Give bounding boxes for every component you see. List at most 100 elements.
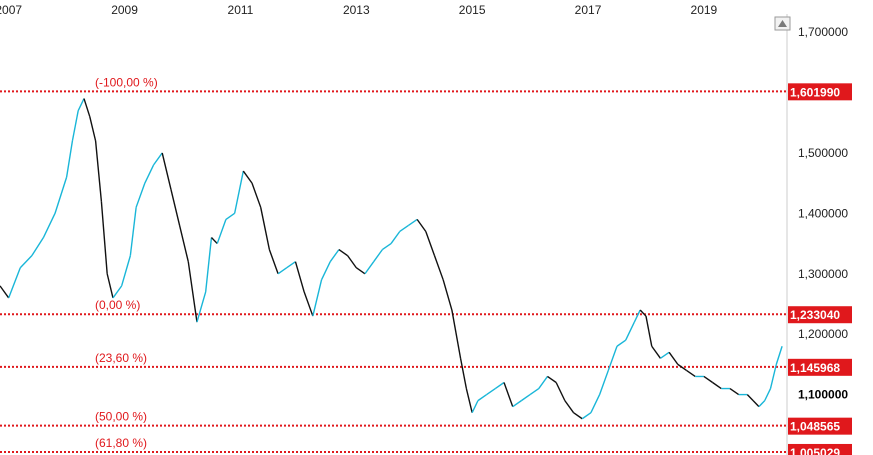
price-segment — [465, 388, 473, 413]
fibonacci-levels: (-100,00 %) (0,00 %) (23,60 %) (50,00 %) (61… — [0, 75, 787, 453]
price-segment — [590, 394, 601, 414]
fib-level-label: (61,80 %) — [95, 436, 147, 450]
price-segment — [204, 237, 213, 292]
price-segment — [442, 279, 453, 311]
price-segment — [152, 152, 163, 166]
price-segment — [251, 182, 262, 208]
price-segment — [512, 400, 522, 408]
price-segment — [616, 339, 627, 347]
price-segment — [210, 237, 218, 245]
price-segment — [83, 98, 91, 117]
y-tick-label: 1,100000 — [798, 388, 848, 402]
price-segment — [364, 261, 375, 275]
price-segment — [112, 285, 123, 299]
price-segment — [260, 207, 271, 250]
price-segment — [547, 375, 557, 384]
price-segment — [451, 309, 462, 359]
x-tick-label: 2017 — [575, 3, 602, 17]
price-segment — [752, 400, 760, 408]
price-segment — [758, 400, 766, 408]
price-segment — [581, 412, 592, 420]
price-segment — [355, 267, 366, 275]
price-segment — [42, 213, 56, 238]
y-tick-label: 1,200000 — [798, 327, 848, 341]
x-tick-label: 2019 — [691, 3, 718, 17]
price-segment — [425, 231, 436, 256]
price-segment — [89, 116, 97, 142]
fib-value-tag-bg — [788, 443, 852, 455]
price-segment — [677, 363, 687, 371]
price-segment — [216, 219, 227, 244]
fib-value-tag: 1,005029 — [790, 446, 840, 455]
price-segment — [433, 255, 444, 281]
price-segment — [329, 249, 340, 263]
price-segment — [320, 261, 331, 281]
price-segment — [390, 231, 401, 244]
price-segment — [703, 375, 713, 384]
price-segment — [399, 224, 409, 233]
price-segment — [0, 285, 10, 299]
price-segment — [660, 351, 670, 359]
price-series — [0, 98, 783, 420]
price-segment — [639, 309, 647, 317]
x-tick-label: 2007 — [0, 3, 22, 17]
fib-level-label: (-100,00 %) — [95, 75, 158, 89]
price-segment — [712, 381, 722, 390]
y-tick-label: 1,700000 — [798, 25, 848, 39]
price-segment — [233, 170, 245, 214]
price-segment — [538, 376, 549, 389]
price-segment — [503, 382, 514, 407]
x-tick-label: 2009 — [111, 3, 138, 17]
price-segment — [769, 364, 777, 389]
scroll-up-icon[interactable] — [774, 16, 791, 31]
y-tick-label: 1,400000 — [798, 206, 848, 220]
fib-level-label: (50,00 %) — [95, 410, 147, 424]
price-segment — [625, 321, 636, 341]
fib-value-tag-bg — [788, 358, 852, 376]
x-tick-label: 2013 — [343, 3, 370, 17]
price-segment — [633, 309, 641, 323]
fib-value-tag: 1,233040 — [790, 308, 840, 322]
fib-level-label: (0,00 %) — [95, 298, 140, 312]
price-segment — [161, 152, 172, 190]
price-segment — [129, 207, 137, 256]
price-segment — [416, 218, 427, 232]
x-axis: 2007 2009 2011 2013 2015 2017 2019 — [0, 3, 718, 17]
price-segment — [746, 394, 754, 402]
price-segment — [381, 242, 392, 251]
fib-value-tag-bg — [788, 83, 852, 101]
fib-value-tag: 1,145968 — [790, 361, 840, 375]
y-axis: 1,700000 1,500000 1,400000 1,300000 1,200000… — [798, 25, 848, 401]
price-segment — [100, 201, 108, 274]
price-segment — [135, 182, 146, 208]
price-segment — [170, 189, 181, 226]
price-segment — [8, 267, 21, 299]
fib-value-tag-bg — [788, 306, 852, 324]
price-segment — [764, 388, 772, 401]
price-segment — [144, 164, 155, 184]
price-segment — [373, 249, 383, 263]
price-segment — [312, 279, 323, 317]
price-segment — [225, 212, 236, 220]
y-tick-label: 1,300000 — [798, 267, 848, 281]
price-segment — [54, 176, 68, 214]
price-segment — [94, 140, 103, 202]
price-segment — [477, 394, 488, 402]
price-segment — [729, 387, 740, 396]
price-segment — [31, 237, 45, 257]
price-segment — [775, 346, 783, 365]
price-segment — [286, 261, 296, 269]
price-segment — [598, 370, 609, 395]
price-segment — [529, 387, 540, 396]
price-segment — [347, 255, 357, 269]
fib-level-label: (23,60 %) — [95, 351, 147, 365]
price-segment — [607, 346, 618, 371]
price-segment — [178, 225, 189, 262]
price-segment — [303, 291, 314, 317]
fib-value-tag-bg — [788, 417, 852, 435]
price-segment — [294, 261, 305, 293]
price-segment — [338, 249, 349, 257]
price-segment — [77, 98, 85, 111]
price-segment — [471, 400, 479, 414]
price-segment — [242, 170, 253, 184]
